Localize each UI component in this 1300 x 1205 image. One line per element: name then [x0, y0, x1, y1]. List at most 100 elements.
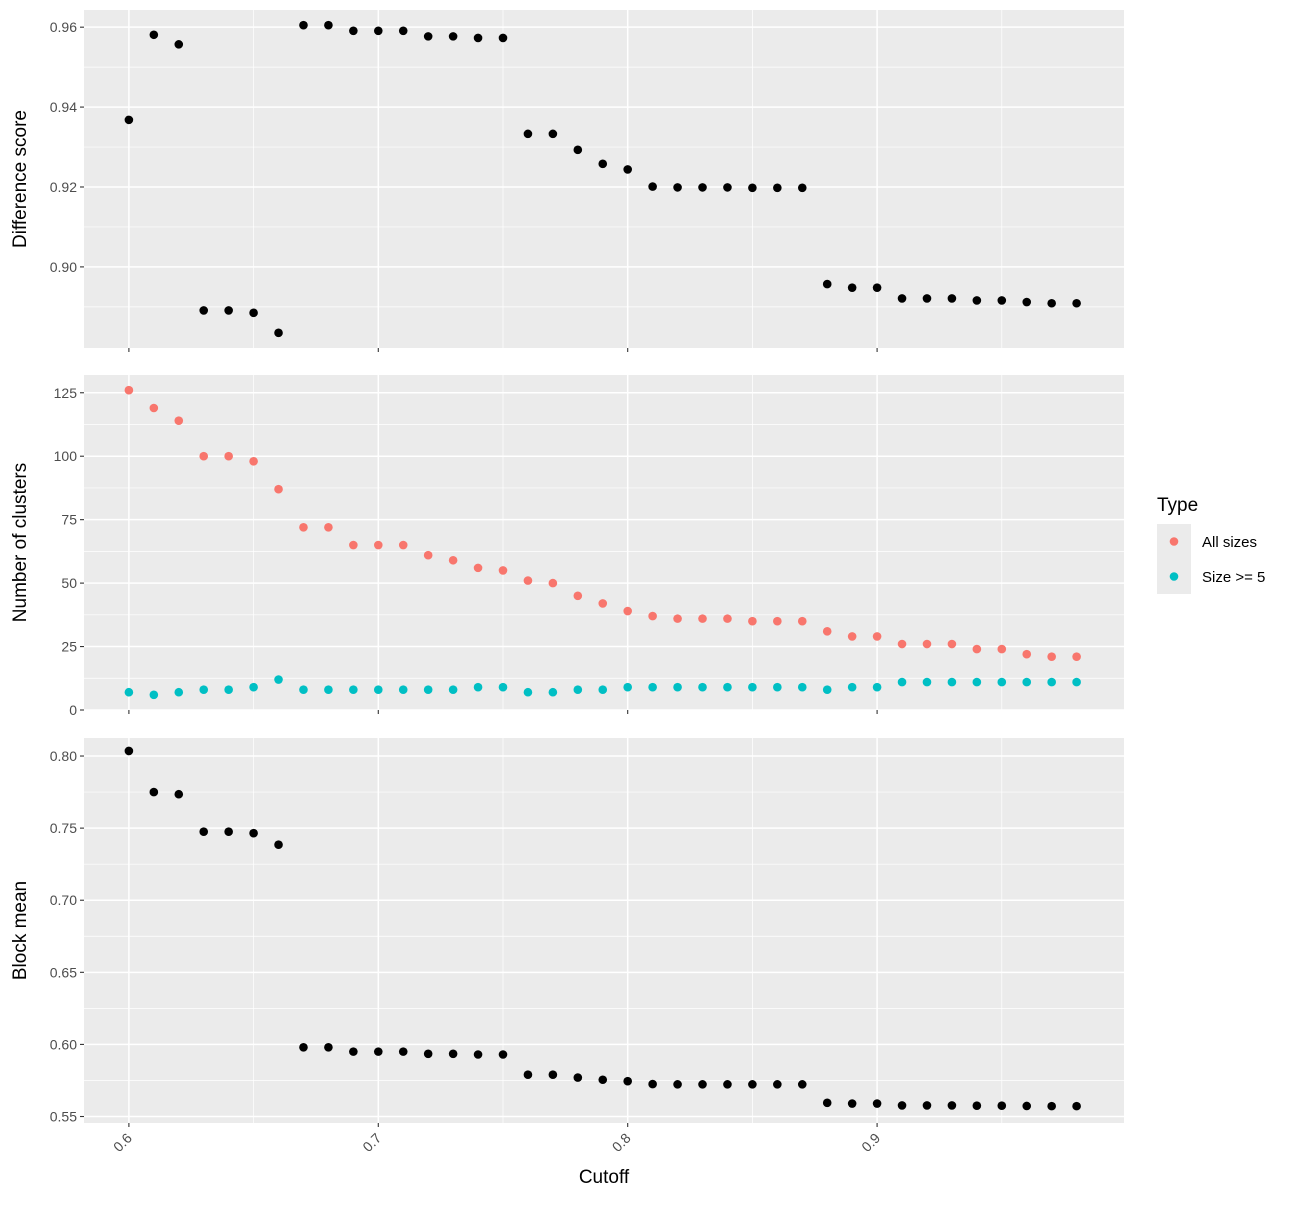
legend: Type All sizes Size >= 5: [1157, 495, 1265, 594]
data-point: [199, 451, 209, 461]
x-tick-label: 0.6: [110, 1130, 135, 1155]
data-point: [498, 682, 508, 692]
data-point: [224, 685, 233, 694]
data-point: [972, 1101, 982, 1110]
data-point: [423, 1049, 433, 1059]
y-tick-label: 0.94: [50, 99, 77, 115]
data-point: [723, 1080, 732, 1089]
data-point: [349, 1047, 358, 1056]
data-point: [648, 1079, 657, 1089]
data-point: [349, 540, 358, 550]
y-tick-label: 0.55: [50, 1109, 77, 1125]
legend-title: Type: [1157, 495, 1198, 516]
x-tick-label: 0.7: [359, 1130, 384, 1155]
data-point: [274, 484, 283, 494]
legend-label: Size >= 5: [1202, 569, 1265, 586]
data-point: [199, 827, 209, 837]
data-point: [423, 685, 433, 694]
data-point: [723, 183, 732, 192]
data-point: [498, 566, 508, 575]
data-point: [897, 294, 907, 303]
data-point: [598, 685, 608, 694]
data-point: [324, 685, 333, 694]
data-point: [548, 578, 558, 588]
data-point: [1022, 677, 1032, 687]
panel-background: [84, 738, 1124, 1123]
data-point: [748, 183, 757, 193]
data-point: [648, 611, 657, 621]
data-point: [897, 639, 907, 649]
data-point: [299, 1042, 308, 1052]
data-point: [349, 685, 358, 694]
data-point: [324, 20, 333, 30]
data-point: [124, 385, 134, 395]
data-point: [922, 294, 932, 303]
panel-number-of-clusters: 0 25 50 75 100 125 Number of clusters: [10, 375, 1124, 718]
data-point: [224, 827, 233, 837]
y-tick-label: 0.75: [50, 820, 77, 836]
data-point: [249, 456, 258, 466]
panel-difference-score: 0.90 0.92 0.94 0.96 Difference score: [10, 10, 1124, 352]
data-point: [398, 685, 408, 694]
legend-key-point: [1169, 572, 1179, 581]
x-axis-title: Cutoff: [579, 1167, 630, 1188]
data-point: [523, 129, 533, 139]
data-point: [174, 40, 184, 49]
data-point: [349, 26, 358, 36]
data-point: [473, 682, 483, 692]
data-point: [897, 1101, 907, 1110]
data-point: [698, 682, 707, 692]
data-point: [623, 606, 632, 616]
y-tick-label: 0.90: [50, 259, 77, 275]
data-point: [299, 685, 308, 694]
data-point: [299, 20, 308, 30]
data-point: [199, 306, 209, 315]
data-point: [797, 1080, 807, 1089]
y-tick-label: 0: [69, 702, 77, 718]
legend-label: All sizes: [1202, 534, 1257, 551]
data-point: [723, 682, 732, 692]
data-point: [872, 632, 882, 641]
data-point: [398, 540, 408, 550]
data-point: [548, 1070, 558, 1079]
data-point: [324, 522, 333, 532]
data-point: [673, 183, 682, 192]
data-point: [822, 685, 832, 694]
data-point: [573, 1073, 583, 1082]
data-point: [398, 1047, 408, 1056]
data-point: [498, 1050, 508, 1059]
data-point: [573, 145, 583, 155]
data-point: [822, 627, 832, 636]
y-tick-label: 25: [61, 639, 77, 655]
data-point: [249, 308, 258, 318]
data-point: [947, 639, 957, 649]
data-point: [947, 677, 957, 687]
data-point: [249, 682, 258, 692]
data-point: [698, 1080, 707, 1089]
y-tick-label: 100: [54, 448, 78, 464]
data-point: [174, 687, 184, 697]
data-point: [748, 682, 757, 692]
data-point: [1047, 652, 1056, 662]
data-point: [847, 682, 857, 692]
y-axis-title: Difference score: [10, 110, 31, 248]
data-point: [773, 616, 782, 626]
data-point: [324, 1042, 333, 1052]
y-tick-label: 0.92: [50, 179, 77, 195]
data-point: [872, 1099, 882, 1108]
data-point: [473, 33, 483, 43]
y-tick-label: 125: [54, 385, 78, 401]
data-point: [274, 328, 283, 338]
data-point: [623, 682, 632, 692]
data-point: [448, 685, 458, 694]
y-tick-label: 50: [61, 575, 77, 591]
data-point: [124, 687, 134, 697]
data-point: [1022, 297, 1032, 307]
data-point: [423, 32, 433, 41]
data-point: [773, 183, 782, 193]
data-point: [1047, 298, 1056, 308]
data-point: [149, 690, 159, 700]
data-point: [1072, 652, 1081, 662]
data-point: [997, 644, 1007, 654]
